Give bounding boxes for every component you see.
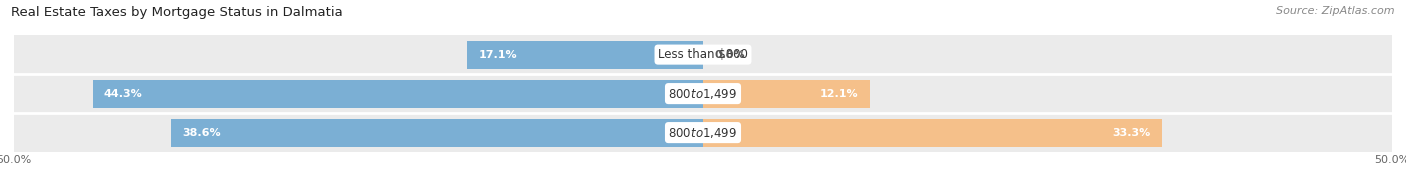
Text: Real Estate Taxes by Mortgage Status in Dalmatia: Real Estate Taxes by Mortgage Status in …: [11, 6, 343, 19]
Text: Less than $800: Less than $800: [658, 48, 748, 61]
Text: 33.3%: 33.3%: [1112, 128, 1152, 138]
Bar: [14, 113, 1392, 152]
Text: 0.0%: 0.0%: [714, 50, 745, 60]
Text: $800 to $1,499: $800 to $1,499: [668, 87, 738, 101]
Bar: [14, 74, 1392, 113]
Text: $800 to $1,499: $800 to $1,499: [668, 126, 738, 140]
Text: 17.1%: 17.1%: [478, 50, 517, 60]
Bar: [93, 80, 703, 108]
Text: 38.6%: 38.6%: [183, 128, 221, 138]
Bar: [14, 35, 1392, 74]
Bar: [703, 80, 870, 108]
Text: 44.3%: 44.3%: [104, 89, 142, 99]
Text: Source: ZipAtlas.com: Source: ZipAtlas.com: [1277, 6, 1395, 16]
Text: 12.1%: 12.1%: [820, 89, 859, 99]
Bar: [172, 119, 703, 147]
Bar: [467, 41, 703, 69]
Bar: [703, 119, 1161, 147]
